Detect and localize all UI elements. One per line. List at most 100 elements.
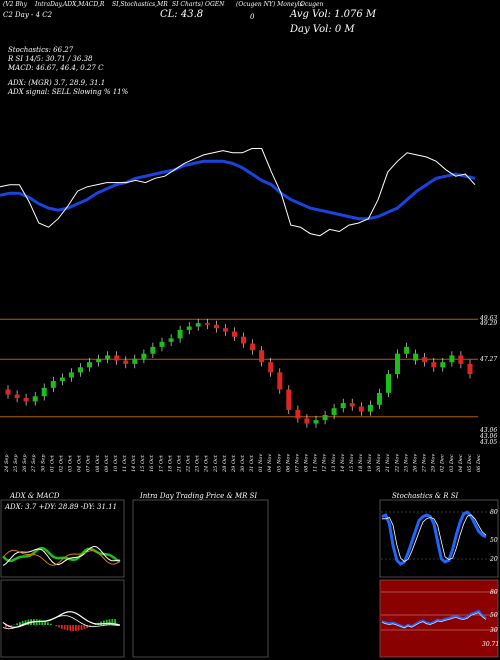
candle-body xyxy=(87,362,92,368)
date-tick-label: 08 Oct xyxy=(95,454,101,472)
adx-line xyxy=(2,549,121,566)
rsi-axis-30: 30 xyxy=(490,627,498,634)
candle-body xyxy=(458,355,464,364)
date-tick-label: 25 Oct xyxy=(213,454,219,473)
date-tick-label: 21 Oct xyxy=(177,454,183,473)
macd-histogram-bar xyxy=(86,625,88,628)
date-tick-label: 28 Oct xyxy=(222,454,228,473)
candle-body xyxy=(295,409,301,419)
header-tab-2: IntraDay,ADX,MACD,R xyxy=(35,1,105,8)
macd-histogram-bar xyxy=(89,625,91,627)
candle-body xyxy=(14,394,20,398)
candle-body xyxy=(340,403,346,409)
date-tick-label: 07 Oct xyxy=(86,454,92,472)
macd-histogram-bar xyxy=(58,625,60,628)
adx-value: ADX: (MGR) 3.7, 28.9, 31.1 xyxy=(8,79,106,87)
candle-body xyxy=(395,353,400,375)
macd-histogram-bar xyxy=(114,619,116,625)
candle-body xyxy=(467,363,473,375)
header-tab-1: (V2 Bhy xyxy=(3,1,28,8)
date-tick-label: 13 Nov xyxy=(331,454,337,472)
price-line xyxy=(0,148,476,237)
candle-body xyxy=(195,323,201,327)
candle-body xyxy=(177,329,183,339)
candle-body xyxy=(186,326,192,330)
candle-body xyxy=(59,377,65,381)
macd-histogram-bar xyxy=(21,621,24,625)
date-tick-label: 01 Nov xyxy=(258,454,264,472)
macd-histogram-bar xyxy=(105,619,108,625)
candle-body xyxy=(259,350,265,363)
macd-histogram-bar xyxy=(38,619,41,625)
macd-histogram-bar xyxy=(69,625,72,631)
rsi-axis-50: 50 xyxy=(490,612,498,619)
candle-body xyxy=(96,358,102,363)
macd-histogram-bar xyxy=(16,623,18,625)
adx-values: ADX: 3.7 +DY: 28.89 -DY: 31.11 xyxy=(5,503,118,511)
date-tick-label: 22 Nov xyxy=(394,454,400,473)
price-label-3: 47.27 xyxy=(480,356,498,363)
macd-histogram-bar xyxy=(10,625,13,626)
date-tick-label: 25 Nov xyxy=(403,454,409,473)
candle-body xyxy=(304,418,310,424)
zero-label: 0 xyxy=(250,13,255,21)
header-tab-5: (Ocugen NY) Moneyls xyxy=(236,1,303,8)
date-tick-label: 29 Nov xyxy=(431,454,437,473)
rsi-panel xyxy=(379,579,499,658)
date-tick-label: 26 Sep xyxy=(22,454,28,473)
date-tick-label: 20 Nov xyxy=(376,454,382,473)
candle-body xyxy=(123,360,129,364)
macd-histogram-bar xyxy=(83,625,86,629)
macd-histogram-bar xyxy=(103,620,105,625)
date-tick-label: 09 Oct xyxy=(104,454,110,472)
candle-body xyxy=(413,353,419,361)
candle-body xyxy=(105,355,111,359)
date-tick-label: 07 Nov xyxy=(295,454,301,472)
date-tick-label: 31 Oct xyxy=(249,454,255,472)
date-tick-label: 29 Oct xyxy=(231,454,237,473)
candle-body xyxy=(376,392,382,405)
date-tick-label: 18 Oct xyxy=(167,454,173,472)
candle-body xyxy=(286,389,292,410)
candle-body xyxy=(132,358,138,364)
date-tick-label: 30 Sep xyxy=(40,454,46,472)
price-line-chart xyxy=(0,148,476,237)
stochastics-value: Stochastics: 66.27 xyxy=(8,46,74,54)
adx-panel xyxy=(0,499,125,578)
candle-body xyxy=(32,396,38,402)
date-tick-label: 02 Oct xyxy=(59,454,65,472)
date-tick-label: 30 Oct xyxy=(240,454,246,472)
adx-macd-title: ADX & MACD xyxy=(10,492,60,500)
date-tick-label: 24 Sep xyxy=(4,454,10,473)
date-tick-label: 22 Oct xyxy=(186,454,192,473)
macd-histogram-bar xyxy=(77,625,80,631)
candle-body xyxy=(159,341,165,347)
macd-histogram-bar xyxy=(94,624,97,625)
candle-body xyxy=(367,404,373,412)
date-tick-label: 04 Dec xyxy=(458,454,464,472)
candle-body xyxy=(5,389,11,395)
candle-body xyxy=(404,346,410,354)
date-tick-label: 16 Oct xyxy=(149,454,155,472)
stoch-title: Stochastics & R SI xyxy=(392,492,459,500)
stoch-axis-20: 20 xyxy=(490,556,498,563)
rsi-last-value: 30.71 xyxy=(482,641,500,648)
intraday-panel xyxy=(132,499,269,658)
date-tick-label: 24 Oct xyxy=(204,454,210,473)
macd-histogram-bar xyxy=(66,625,69,631)
header-tab-3: SI,Stochastics,MR xyxy=(112,1,168,8)
candle-body xyxy=(78,367,83,373)
candle-body xyxy=(268,362,274,373)
candle-body xyxy=(68,372,74,378)
candle-body xyxy=(150,346,156,354)
candle-body xyxy=(168,338,174,342)
candle-body xyxy=(431,362,437,368)
date-tick-label: 23 Oct xyxy=(195,454,201,473)
moving-average-line xyxy=(0,159,476,221)
date-tick-label: 11 Nov xyxy=(313,454,319,472)
macd-value: MACD: 46.67, 46.4, 0.27 C xyxy=(8,64,104,72)
date-tick-label: 05 Nov xyxy=(276,454,282,472)
candle-body xyxy=(358,406,364,412)
macd-histogram-bar xyxy=(55,625,58,627)
